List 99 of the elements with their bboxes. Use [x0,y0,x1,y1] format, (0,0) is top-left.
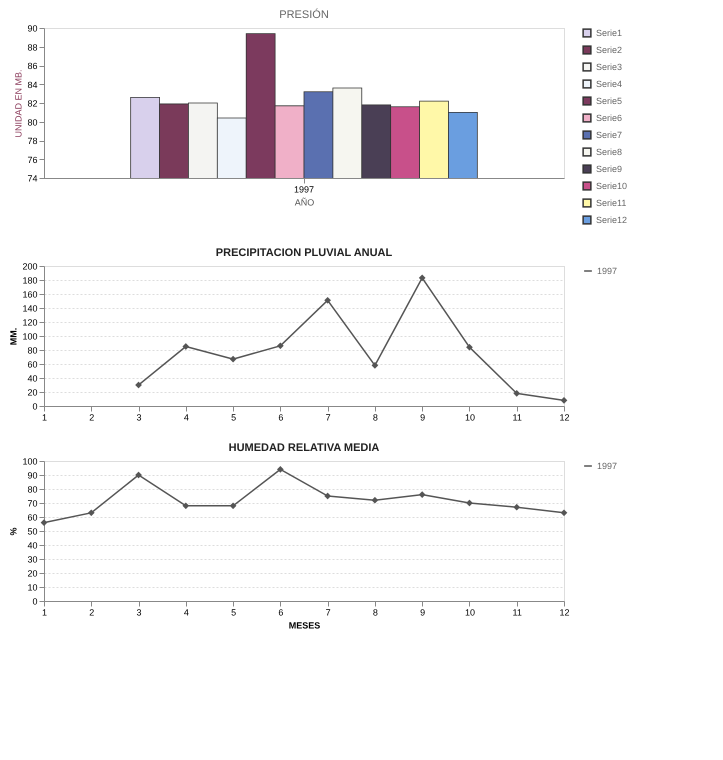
y-tick-label: 90 [27,470,38,480]
point [560,397,568,404]
legend-label: Serie2 [596,45,622,55]
x-tick-label: 10 [464,412,475,422]
y-tick-label: 80 [27,346,38,356]
legend-label: Serie9 [596,164,622,174]
point [230,502,236,510]
y-tick-label: 140 [22,304,38,314]
x-tick-label: 12 [559,412,570,422]
legend-label: Serie8 [596,147,622,157]
point [513,390,520,397]
x-tick-label: 7 [326,608,331,618]
point [466,344,473,351]
y-tick-label: 0 [32,596,38,606]
legend-label: Serie1 [596,28,622,38]
x-tick-label: 3 [136,608,142,618]
x-tick-label: 6 [278,608,284,618]
y-tick-label: 30 [27,554,38,564]
point [277,466,284,473]
y-axis-title: % [8,527,18,536]
legend-label: Serie3 [596,62,622,72]
legend-label: 1997 [597,266,618,276]
x-tick-label: 6 [278,412,284,422]
x-tick-label: 1 [42,608,48,618]
x-tick-label: 4 [184,608,189,618]
x-tick-label: 9 [420,608,426,618]
y-tick-label: 120 [22,318,38,328]
y-tick-label: 86 [27,61,38,71]
point [277,342,284,350]
y-tick-label: 200 [22,262,38,272]
x-axis-title: MESES [288,620,320,630]
y-tick-label: 20 [27,568,38,578]
x-tick-label: 2 [89,608,94,618]
y-tick-label: 76 [27,154,38,165]
point [88,509,95,516]
y-tick-label: 100 [22,456,38,466]
point [560,509,568,516]
x-tick-label: 3 [136,412,142,422]
y-tick-label: 180 [22,276,38,286]
y-tick-label: 82 [27,98,38,108]
point [372,362,378,369]
x-tick-label: 11 [512,608,522,618]
x-tick-label: 7 [326,412,331,422]
y-tick-label: 20 [27,388,38,398]
point [182,343,190,350]
y-tick-label: 84 [27,80,38,90]
y-axis-title: MM. [8,328,18,346]
y-tick-label: 78 [27,136,38,146]
point [418,491,426,498]
y-tick-label: 100 [22,332,38,342]
y-tick-label: 10 [27,582,38,592]
x-tick-label: 10 [464,608,475,618]
x-tick-label: 12 [559,608,570,618]
x-tick-label: 4 [184,412,189,422]
point [182,502,190,510]
x-tick-label: 8 [372,608,378,618]
legend-label: Serie5 [596,96,622,106]
point [466,500,473,506]
x-tick-label: 1 [42,412,48,422]
x-tick-label: 5 [231,412,236,422]
point [135,382,142,388]
y-tick-label: 40 [27,374,38,384]
x-axis-title: AÑO [294,198,314,208]
legend-label: Serie4 [596,79,622,89]
y-tick-label: 60 [27,360,38,370]
y-tick-label: 160 [22,290,38,300]
point [372,496,378,504]
chart-title: PRECIPITACION PLUVIAL ANUAL [216,247,392,259]
x-tick-label: 8 [372,412,378,422]
legend-label: Serie7 [596,130,622,140]
chart-title: PRESIÓN [279,8,329,21]
y-tick-label: 90 [27,24,38,34]
legend-label: Serie11 [596,198,626,208]
y-tick-label: 50 [27,526,38,536]
x-tick-label: 2 [89,412,94,422]
y-tick-label: 0 [32,402,38,412]
y-tick-label: 80 [27,117,38,128]
point [324,296,331,304]
y-tick-label: 74 [27,174,38,184]
y-axis-title: UNIDAD EN MB. [13,69,24,138]
y-tick-label: 88 [27,42,38,52]
point [513,504,520,511]
point [324,492,331,500]
legend-label: 1997 [597,461,618,471]
legend-label: Serie12 [596,215,628,225]
point [135,472,142,478]
point [418,274,426,282]
y-tick-label: 80 [27,484,38,494]
x-tick-label: 11 [512,412,522,422]
point [230,356,236,362]
x-tick-label: 5 [231,608,236,618]
legend-label: Serie6 [596,113,622,123]
chart-title: HUMEDAD RELATIVA MEDIA [228,442,380,454]
y-tick-label: 40 [27,540,38,550]
legend-label: Serie10 [596,181,628,191]
x-tick-label: 9 [420,412,426,422]
y-tick-label: 60 [27,512,38,522]
y-tick-label: 70 [27,498,38,508]
point [40,519,48,526]
